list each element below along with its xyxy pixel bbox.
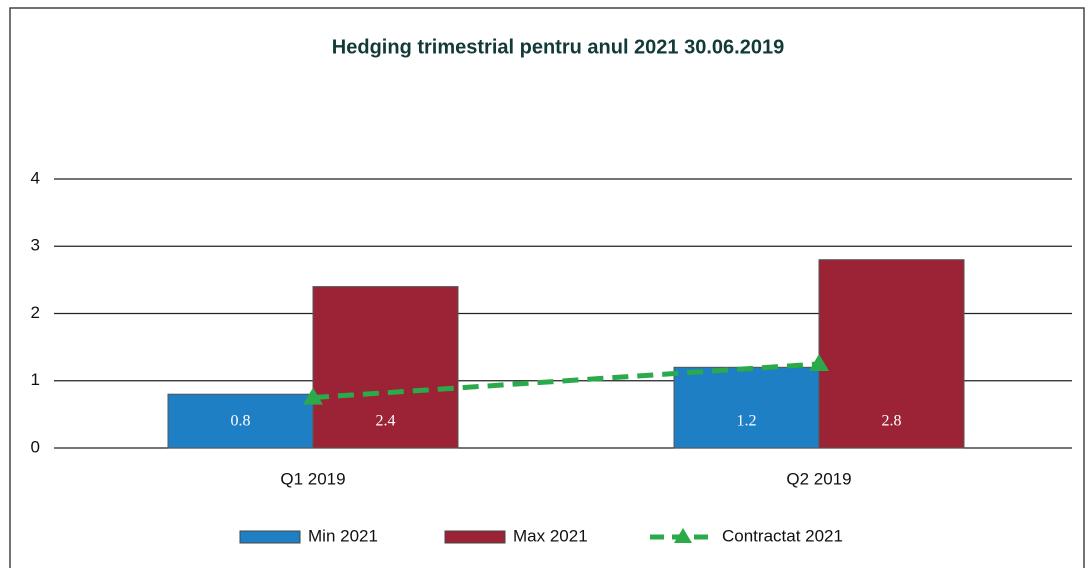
- y-tick-label: 3: [31, 236, 40, 255]
- data-label: 2.4: [376, 413, 396, 430]
- legend-label: Min 2021: [308, 526, 378, 545]
- line: [312, 361, 820, 401]
- line-marker: [809, 353, 829, 371]
- data-label: 1.2: [737, 413, 757, 430]
- x-tick-label: Q2 2019: [786, 469, 851, 488]
- bar: [673, 366, 820, 449]
- y-tick-label: 2: [31, 303, 40, 322]
- data-label: 0.8: [231, 413, 251, 430]
- data-label: 2.8: [882, 413, 902, 430]
- bar: [312, 286, 459, 449]
- legend-swatch: [444, 530, 506, 544]
- chart-title: Hedging trimestrial pentru anul 2021 30.…: [332, 36, 784, 58]
- y-tick-label: 1: [31, 370, 40, 389]
- y-tick-label: 0: [31, 437, 40, 456]
- bar: [818, 259, 965, 449]
- legend-label: Max 2021: [513, 526, 588, 545]
- legend-label: Contractat 2021: [722, 526, 843, 545]
- x-tick-label: Q1 2019: [280, 469, 345, 488]
- legend-swatch: [239, 530, 301, 544]
- y-tick-label: 4: [31, 168, 40, 187]
- line-marker: [303, 387, 323, 405]
- legend-swatch: [674, 528, 692, 543]
